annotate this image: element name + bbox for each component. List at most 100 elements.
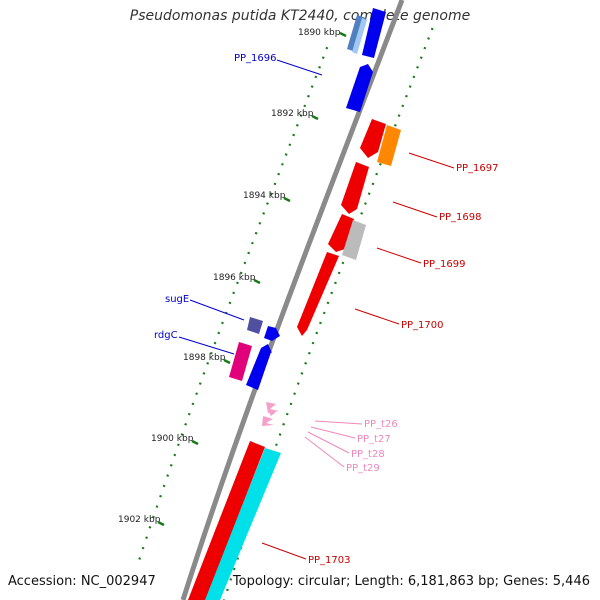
- gene-block-lightblue: [352, 18, 367, 54]
- gene-rdgC: [246, 348, 271, 390]
- minor-tick: [159, 494, 162, 498]
- outer-left-tick-ring: [138, 46, 329, 560]
- tick-label-1898: 1898 kbp: [183, 353, 226, 363]
- minor-tick: [251, 241, 254, 245]
- gene-rdgC-top: [261, 344, 272, 353]
- minor-tick: [206, 361, 210, 365]
- minor-tick: [202, 372, 206, 375]
- tick-label-1902: 1902 kbp: [118, 515, 161, 525]
- genome-backbone: [180, 0, 405, 600]
- minor-tick: [213, 341, 217, 345]
- reverse-strand-features: [188, 119, 401, 600]
- tick-labels: 1890 kbp 1892 kbp 1894 kbp 1896 kbp 1898…: [118, 28, 341, 525]
- gene-sugE-arrow: [264, 326, 280, 341]
- minor-tick: [360, 212, 364, 215]
- minor-tick: [299, 114, 303, 117]
- minor-tick: [166, 474, 170, 477]
- minor-tick: [152, 515, 155, 519]
- label-pp1700: PP_1700: [401, 320, 444, 331]
- minor-tick: [397, 114, 401, 117]
- gene-pp1700: [297, 252, 339, 336]
- minor-tick: [162, 484, 166, 488]
- accession-text: Accession: NC_002947: [8, 574, 156, 589]
- gene-cyan-long: [204, 448, 281, 600]
- gene-pp1696-top: [362, 8, 386, 58]
- minor-tick: [169, 463, 173, 467]
- label-pp1698: PP_1698: [439, 212, 482, 223]
- label-pp1696: PP_1696: [234, 53, 277, 64]
- gene-pp1699-red: [328, 214, 354, 252]
- minor-tick: [367, 192, 371, 196]
- label-pp1699: PP_1699: [423, 259, 466, 270]
- minor-tick: [209, 351, 213, 355]
- minor-tick: [184, 422, 188, 426]
- minor-tick: [364, 202, 367, 205]
- forward-strand-features: [204, 8, 386, 600]
- label-pp-t27: PP_t27: [357, 434, 391, 445]
- gene-orange: [377, 125, 401, 166]
- minor-tick: [173, 453, 177, 457]
- minor-tick: [304, 361, 308, 365]
- minor-tick: [141, 546, 145, 550]
- minor-tick: [393, 123, 397, 127]
- minor-tick: [314, 75, 318, 79]
- minor-tick: [325, 46, 329, 50]
- gene-magenta: [229, 342, 252, 381]
- minor-tick: [430, 27, 434, 31]
- minor-tick: [281, 162, 284, 166]
- tick-label-1890: 1890 kbp: [298, 28, 341, 38]
- label-rdgC: rdgC: [154, 330, 178, 341]
- trna-features: [262, 402, 279, 426]
- gene-pp1703: [188, 441, 265, 600]
- minor-tick: [412, 75, 416, 79]
- gene-grey: [342, 220, 366, 260]
- minor-tick: [232, 567, 236, 571]
- minor-tick: [180, 433, 184, 436]
- minor-tick: [401, 104, 405, 108]
- minor-tick: [221, 321, 224, 325]
- minor-tick: [303, 104, 307, 108]
- minor-tick: [315, 331, 319, 335]
- label-pp1697: PP_1697: [456, 163, 499, 174]
- label-pp-t29: PP_t29: [346, 463, 380, 474]
- minor-tick: [416, 65, 419, 69]
- minor-tick: [408, 85, 412, 88]
- minor-tick: [277, 172, 281, 176]
- tick-label-1894: 1894 kbp: [243, 191, 286, 201]
- trna-pp-t27: [268, 410, 276, 416]
- minor-tick: [232, 291, 236, 295]
- minor-tick: [191, 402, 195, 406]
- minor-tick: [427, 37, 430, 40]
- label-pp1703: PP_1703: [308, 555, 351, 566]
- minor-tick: [419, 56, 423, 60]
- minor-tick: [296, 382, 300, 385]
- minor-tick: [269, 192, 273, 196]
- minor-tick: [228, 301, 232, 305]
- minor-tick: [138, 557, 142, 560]
- minor-tick: [155, 505, 159, 508]
- gene-pp1698: [341, 162, 369, 214]
- label-sugE: sugE: [165, 294, 189, 305]
- minor-tick: [322, 311, 326, 315]
- minor-tick: [148, 525, 152, 529]
- minor-tick: [307, 94, 310, 98]
- minor-tick: [275, 443, 278, 447]
- tick-label-1892: 1892 kbp: [271, 109, 314, 119]
- minor-tick: [236, 281, 239, 285]
- minor-tick: [307, 351, 311, 355]
- minor-tick: [423, 46, 427, 50]
- trna-pp-t26: [266, 402, 279, 413]
- minor-tick: [187, 412, 191, 416]
- minor-tick: [321, 56, 325, 60]
- minor-tick: [330, 291, 334, 295]
- minor-tick: [254, 231, 258, 235]
- minor-tick: [341, 261, 345, 265]
- minor-tick: [243, 261, 247, 265]
- gene-sugE: [247, 317, 263, 334]
- tick-label-1896: 1896 kbp: [213, 273, 256, 283]
- minor-tick: [284, 153, 288, 156]
- minor-tick: [229, 578, 233, 581]
- minor-tick: [258, 221, 262, 225]
- minor-tick: [266, 202, 269, 205]
